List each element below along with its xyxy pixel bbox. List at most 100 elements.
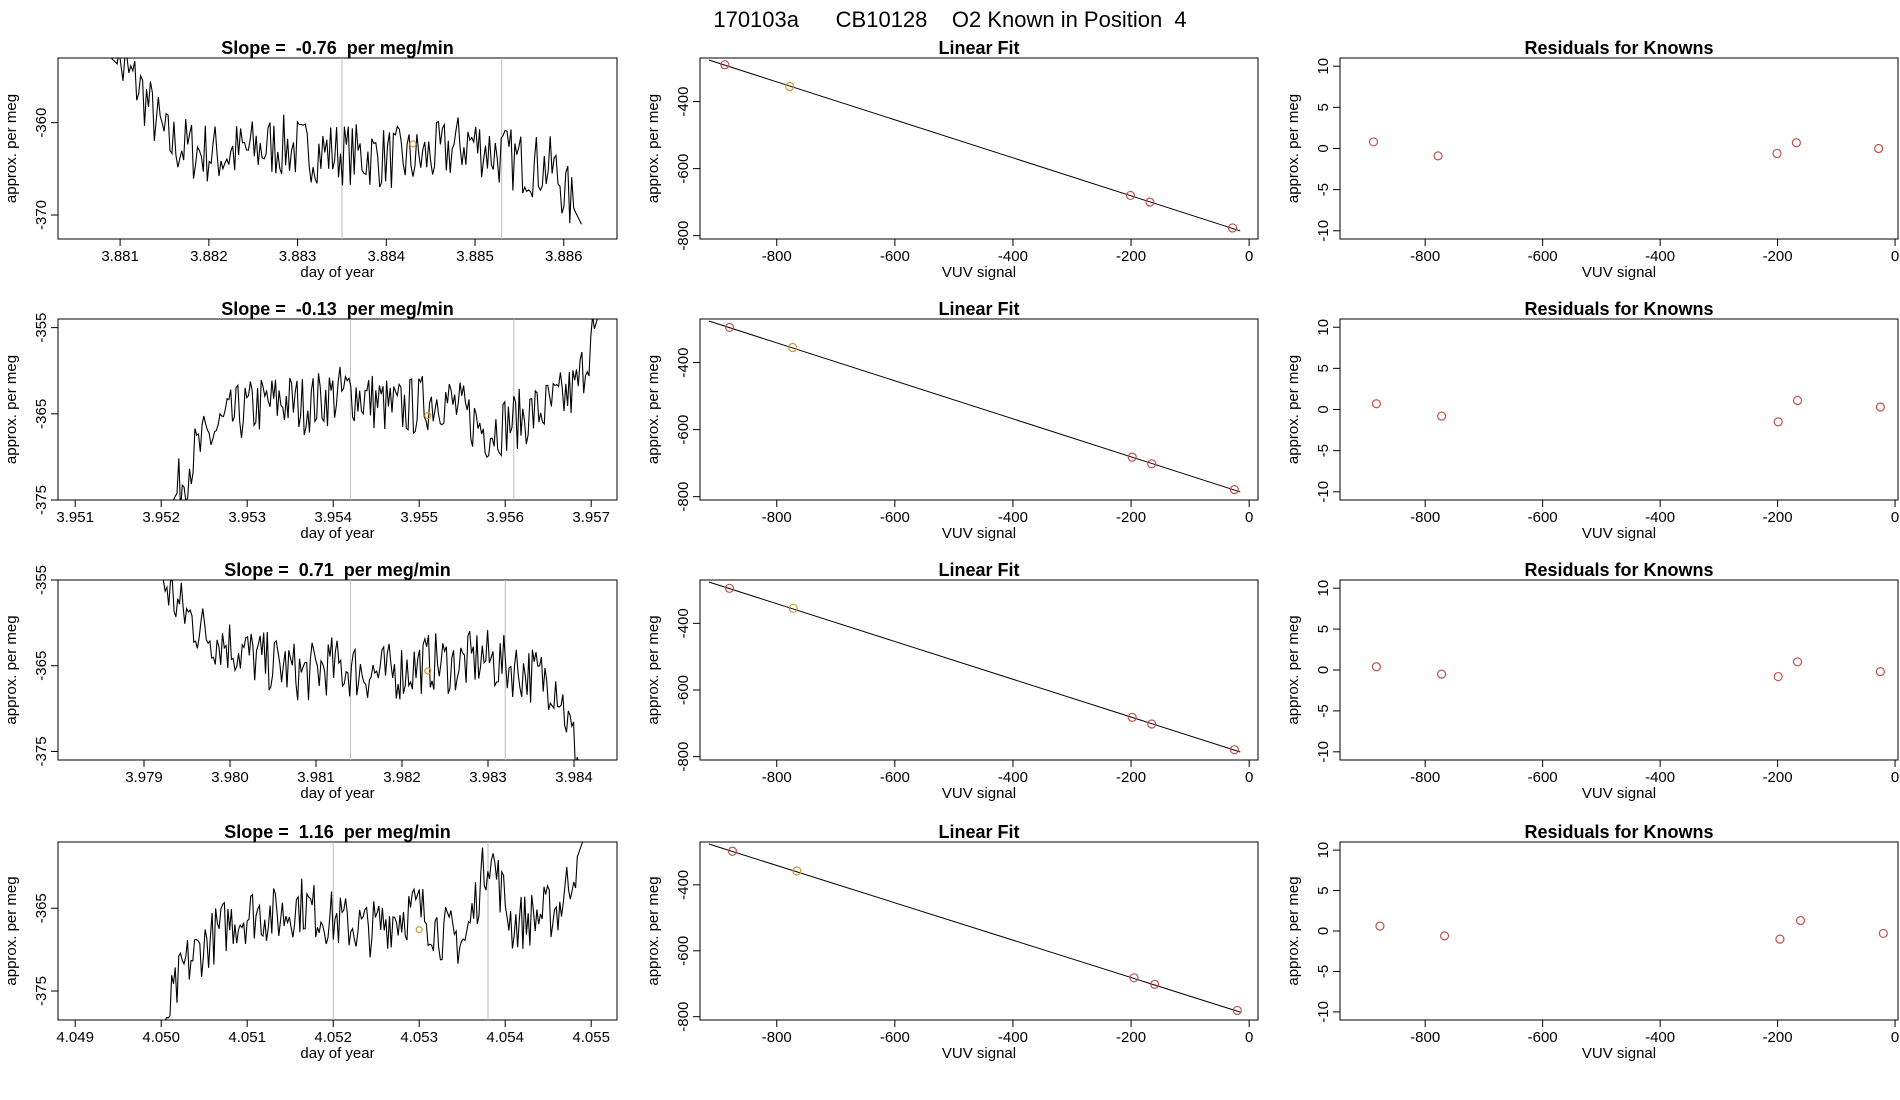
residual-point: [1773, 417, 1783, 427]
y-tick-label: -10: [1315, 741, 1332, 763]
y-tick-label: -400: [675, 870, 692, 900]
y-tick-label: -10: [1315, 1001, 1332, 1023]
chart-title: Residuals for Knowns: [1524, 822, 1713, 842]
x-tick-label: -200: [1116, 769, 1146, 786]
y-tick-label: -600: [675, 415, 692, 445]
data-point: [1147, 459, 1157, 469]
panel-fit-3: Linear Fit-800 -600 -400 -200 0-800-600-400V…: [645, 560, 1259, 802]
x-tick-label: 0: [1891, 248, 1899, 265]
y-axis-label: approx. per meg: [645, 615, 662, 724]
y-tick-label: -800: [675, 1002, 692, 1032]
chart-title: Slope = -0.76 per meg/min: [221, 38, 454, 58]
x-axis-label: day of year: [300, 525, 374, 542]
x-tick-label: 3.882: [190, 248, 228, 265]
chart-title: Residuals for Knowns: [1524, 560, 1713, 580]
x-tick-label: -200: [1763, 769, 1793, 786]
y-tick-label: 5: [1315, 103, 1332, 111]
y-tick-label: -400: [675, 608, 692, 638]
x-tick-label: -400: [998, 1029, 1028, 1046]
plot-frame: [57, 318, 618, 501]
y-tick-label: 5: [1315, 625, 1332, 633]
x-tick-label: -200: [1763, 509, 1793, 526]
y-tick-label: -5: [1315, 965, 1332, 978]
x-axis-label: day of year: [300, 264, 374, 281]
x-tick-label: -800: [762, 509, 792, 526]
y-axis-label: approx. per meg: [3, 355, 20, 464]
plot-body: [165, 842, 584, 1020]
x-axis-label: VUV signal: [942, 525, 1016, 542]
y-axis-label: approx. per meg: [1285, 615, 1302, 724]
trace-line: [162, 580, 579, 760]
y-tick-label: 0: [1315, 144, 1332, 152]
y-axis-label: approx. per meg: [645, 355, 662, 464]
data-point: [1229, 485, 1239, 495]
panel-fit-1: Linear Fit-800 -600 -400 -200 0-800-600-400V…: [645, 38, 1259, 281]
data-point: [1145, 197, 1155, 207]
x-tick-label: -600: [880, 769, 910, 786]
known-point: [792, 866, 802, 876]
x-tick-label: 0: [1245, 1029, 1253, 1046]
plot-frame: [57, 57, 618, 240]
y-tick-label: -375: [33, 736, 50, 766]
y-tick-label: 5: [1315, 364, 1332, 372]
y-tick-label: -800: [675, 221, 692, 251]
fit-line: [708, 843, 1241, 1013]
x-tick-label: -600: [880, 1029, 910, 1046]
plot-frame: [699, 579, 1259, 761]
known-marker: [424, 667, 432, 675]
plot-body: [1375, 915, 1888, 944]
plot-frame: [1339, 841, 1899, 1021]
x-tick-label: -400: [1645, 1029, 1675, 1046]
residual-point: [1439, 931, 1450, 941]
x-tick-label: 0: [1891, 1029, 1899, 1046]
panel-trace-3: Slope = 0.71 per meg/min 3.979 3.980 3.981 3…: [3, 560, 618, 802]
plot-frame: [57, 579, 618, 761]
x-tick-label: 3.951: [56, 509, 94, 526]
residual-point: [1878, 928, 1888, 939]
x-axis-label: VUV signal: [1582, 525, 1656, 542]
residual-point: [1437, 669, 1447, 679]
plot-body: [110, 58, 582, 239]
chart-title: Linear Fit: [938, 560, 1019, 580]
x-tick-label: 4.054: [486, 1029, 524, 1046]
panels: Slope = -0.76 per meg/min 3.881 3.882 3.883…: [3, 38, 1899, 1062]
residual-point: [1773, 671, 1783, 682]
y-axis-label: approx. per meg: [1285, 94, 1302, 203]
y-tick-label: -365: [33, 399, 50, 429]
x-tick-label: 3.979: [125, 769, 163, 786]
data-point: [724, 322, 735, 332]
plot-frame: [57, 841, 618, 1021]
x-tick-label: -600: [1528, 248, 1558, 265]
residual-point: [1368, 137, 1379, 147]
residual-point: [1875, 402, 1885, 412]
x-tick-label: 3.955: [400, 509, 438, 526]
data-point: [1125, 190, 1136, 201]
chart-title: Slope = -0.13 per meg/min: [221, 299, 454, 319]
residual-point: [1371, 662, 1382, 672]
y-tick-label: 5: [1315, 886, 1332, 894]
y-tick-label: -375: [33, 485, 50, 515]
residual-point: [1795, 915, 1806, 926]
known-marker: [415, 926, 423, 934]
x-tick-label: 3.952: [142, 509, 180, 526]
y-axis-label: approx. per meg: [1285, 876, 1302, 985]
panel-residuals-1: Residuals for Knowns -800 -600 -400 -200 0 -10…: [1285, 38, 1899, 281]
x-tick-label: 0: [1245, 769, 1253, 786]
x-tick-label: 3.885: [456, 248, 494, 265]
y-axis-label: approx. per meg: [645, 876, 662, 985]
data-point: [1228, 223, 1238, 233]
y-tick-label: -5: [1315, 704, 1332, 717]
plot-frame: [1339, 57, 1899, 240]
x-tick-label: 3.984: [555, 769, 593, 786]
y-tick-label: 10: [1315, 319, 1332, 336]
y-tick-label: -10: [1315, 220, 1332, 242]
x-tick-label: -800: [1410, 509, 1440, 526]
x-tick-label: -800: [762, 248, 792, 265]
x-tick-label: 3.957: [572, 509, 610, 526]
x-axis-label: day of year: [300, 1045, 374, 1062]
page-title: 170103a CB10128 O2 Known in Position 4: [713, 7, 1186, 32]
y-tick-label: -5: [1315, 183, 1332, 196]
x-tick-label: 3.954: [314, 509, 352, 526]
plot-body: [1371, 657, 1885, 682]
panel-fit-4: Linear Fit-800 -600 -400 -200 0-800-600-400V…: [645, 822, 1259, 1062]
